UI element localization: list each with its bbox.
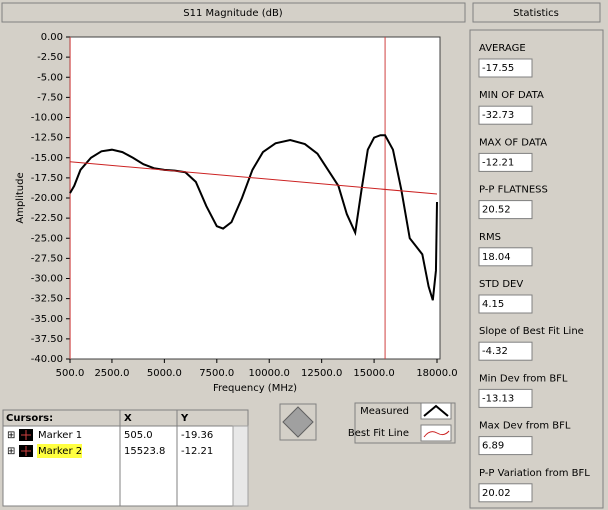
y-tick-label: -35.00: [31, 314, 63, 325]
chart-title-bar: [1, 2, 466, 23]
column-header: Y: [180, 413, 189, 424]
stat-box: [478, 436, 533, 456]
cursor-table-header: [2, 409, 249, 427]
y-tick-label: -22.50: [31, 213, 63, 224]
stat-box: [478, 388, 533, 408]
marker-y: -12.21: [181, 446, 213, 457]
stat-label: P-P Variation from BFL: [479, 468, 590, 479]
stat-value: -32.73: [482, 110, 514, 121]
column-header: X: [124, 413, 132, 424]
y-tick-label: -32.50: [31, 294, 63, 305]
legend-swatch: [423, 430, 450, 438]
y-tick-label: -17.50: [31, 173, 63, 184]
marker-y: -19.36: [181, 430, 213, 441]
legend-label: Measured: [360, 406, 409, 417]
expander: ⊞: [7, 430, 15, 441]
x-tick-label: 12500.0: [301, 368, 342, 379]
x-tick-label: 5000.0: [147, 368, 182, 379]
stat-label: AVERAGE: [479, 43, 526, 54]
y-tick-label: -27.50: [31, 253, 63, 264]
y-tick-label: -7.50: [37, 92, 63, 103]
x-tick-label: 10000.0: [249, 368, 290, 379]
y-axis-label: Amplitude: [15, 172, 26, 223]
stat-value: 20.52: [482, 205, 511, 216]
y-tick-label: -30.00: [31, 274, 63, 285]
stats-title: Statistics: [513, 8, 559, 19]
stat-box: [478, 341, 533, 361]
x-tick-label: 7500.0: [199, 368, 234, 379]
stat-label: P-P FLATNESS: [479, 185, 548, 196]
y-tick-label: -10.00: [31, 113, 63, 124]
marker-name[interactable]: Marker 2: [38, 446, 82, 457]
stat-value: 20.02: [482, 488, 511, 499]
marker-highlight: [37, 444, 82, 458]
legend-swatch: [423, 404, 449, 417]
marker-x: 505.0: [124, 430, 153, 441]
series-line: [69, 161, 438, 195]
legend-swatch-box: [420, 402, 452, 420]
marker-x: 15523.8: [124, 446, 165, 457]
cursor-table-title: Cursors:: [6, 413, 53, 424]
scrollbar[interactable]: [232, 425, 249, 507]
stat-box: [478, 294, 533, 314]
stat-label: Min Dev from BFL: [479, 373, 568, 384]
x-tick-label: 15000.0: [353, 368, 394, 379]
stat-value: -4.32: [482, 346, 508, 357]
stat-box: [478, 247, 533, 267]
y-tick-label: -37.50: [31, 334, 63, 345]
y-tick-label: -40.00: [31, 354, 63, 365]
marker-icon-cross: [21, 446, 31, 456]
stat-label: RMS: [479, 232, 501, 243]
stat-label: STD DEV: [479, 279, 523, 290]
x-axis-label: Frequency (MHz): [213, 383, 297, 394]
y-tick-label: -5.00: [37, 72, 63, 83]
stat-box: [478, 152, 533, 172]
x-tick-label: 18000.0: [416, 368, 457, 379]
y-tick-label: -20.00: [31, 193, 63, 204]
y-tick-label: -15.00: [31, 153, 63, 164]
stat-label: MIN OF DATA: [479, 90, 544, 101]
stat-box: [478, 483, 533, 503]
stat-label: Max Dev from BFL: [479, 421, 571, 432]
cursor-navigator[interactable]: [279, 403, 317, 441]
stat-value: 18.04: [482, 252, 511, 263]
y-tick-label: -2.50: [37, 52, 63, 63]
expander: ⊞: [7, 446, 15, 457]
marker-icon-cross: [21, 430, 31, 440]
legend-label: Best Fit Line: [348, 428, 409, 439]
series-line: [69, 134, 438, 301]
stat-label: MAX OF DATA: [479, 137, 547, 148]
stat-value: 4.15: [482, 299, 504, 310]
plot-area: [69, 36, 441, 360]
stat-value: -13.13: [482, 393, 514, 404]
stat-value: -17.55: [482, 63, 514, 74]
marker-name[interactable]: Marker 1: [38, 430, 82, 441]
chart-title: S11 Magnitude (dB): [183, 8, 283, 19]
x-tick-label: 2500.0: [94, 368, 129, 379]
y-tick-label: -12.50: [31, 133, 63, 144]
stat-box: [478, 105, 533, 125]
stat-box: [478, 200, 533, 220]
y-tick-label: 0.00: [41, 32, 63, 43]
y-tick-label: -25.00: [31, 233, 63, 244]
stats-title-bar: [472, 2, 601, 23]
stat-label: Slope of Best Fit Line: [479, 326, 584, 337]
stat-box: [478, 58, 533, 78]
x-tick-label: 500.0: [56, 368, 85, 379]
stat-value: -12.21: [482, 157, 514, 168]
stat-value: 6.89: [482, 441, 504, 452]
